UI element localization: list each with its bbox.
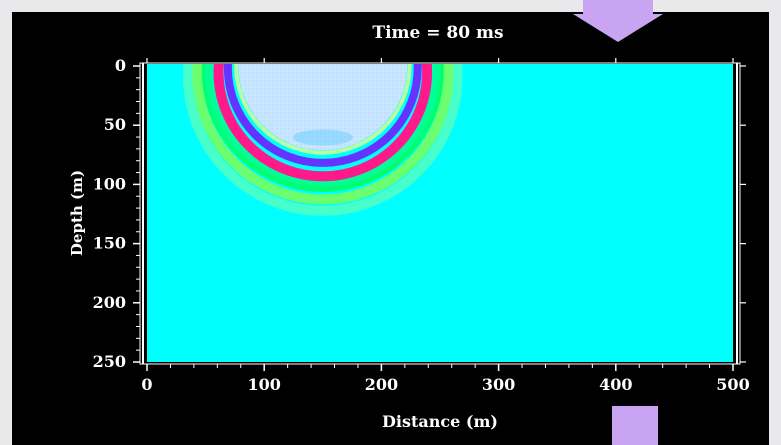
x-tick-label: 400 bbox=[599, 375, 632, 394]
y-tick-label: 50 bbox=[104, 115, 126, 134]
x-tick-label: 200 bbox=[365, 375, 398, 394]
x-tick-label: 0 bbox=[141, 375, 152, 394]
x-axis-label: Distance (m) bbox=[382, 412, 498, 431]
x-tick-label: 500 bbox=[716, 375, 749, 394]
y-tick-label: 150 bbox=[93, 234, 126, 253]
wavefront-interior-shadow bbox=[293, 129, 353, 145]
y-tick-label: 250 bbox=[93, 352, 126, 371]
x-tick-label: 300 bbox=[482, 375, 515, 394]
y-axis-label: Depth (m) bbox=[68, 170, 86, 256]
y-tick-label: 200 bbox=[93, 293, 126, 312]
chart-title: Time = 80 ms bbox=[372, 23, 503, 43]
y-tick-label: 0 bbox=[115, 56, 126, 75]
y-tick-label: 100 bbox=[93, 174, 126, 193]
x-tick-label: 100 bbox=[247, 375, 280, 394]
